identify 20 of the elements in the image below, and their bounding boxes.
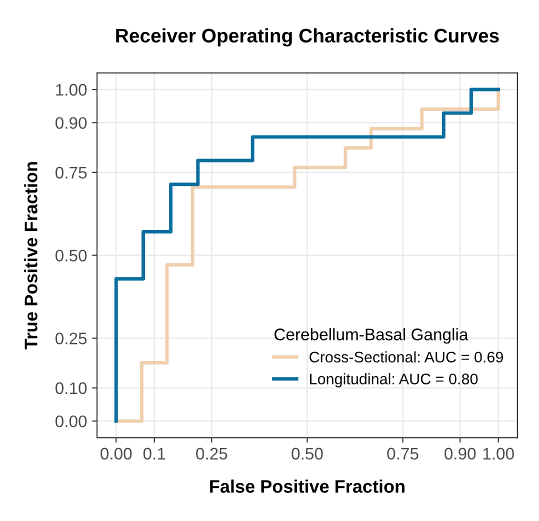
y-tick-label: 0.25 (56, 332, 87, 344)
legend-label: Cross-Sectional: AUC = 0.69 (310, 351, 503, 363)
x-tick-label: 0.75 (387, 448, 418, 460)
x-tick-label: 0.50 (292, 448, 323, 460)
y-axis-title: True Positive Fraction (24, 162, 38, 350)
x-tick-label: 0.00 (100, 448, 132, 460)
x-tick-label: 0.25 (196, 448, 228, 460)
chart-title: Receiver Operating Characteristic Curves (116, 28, 499, 47)
x-tick-label: 0.90 (444, 448, 476, 460)
y-tick-label: 1.00 (56, 84, 87, 96)
x-tick-label: 0.1 (143, 448, 166, 460)
legend-title: Cerebellum-Basal Ganglia (274, 328, 468, 344)
y-tick-label: 0.90 (56, 117, 87, 129)
y-tick-label: 0.00 (56, 415, 87, 428)
y-tick-label: 0.50 (56, 250, 87, 262)
legend-label: Longitudinal: AUC = 0.80 (310, 373, 478, 388)
y-tick-label: 0.10 (56, 382, 87, 394)
y-tick-label: 0.75 (56, 166, 87, 179)
x-tick-label: 1.00 (483, 448, 514, 460)
x-axis-title: False Positive Fraction (210, 480, 404, 493)
